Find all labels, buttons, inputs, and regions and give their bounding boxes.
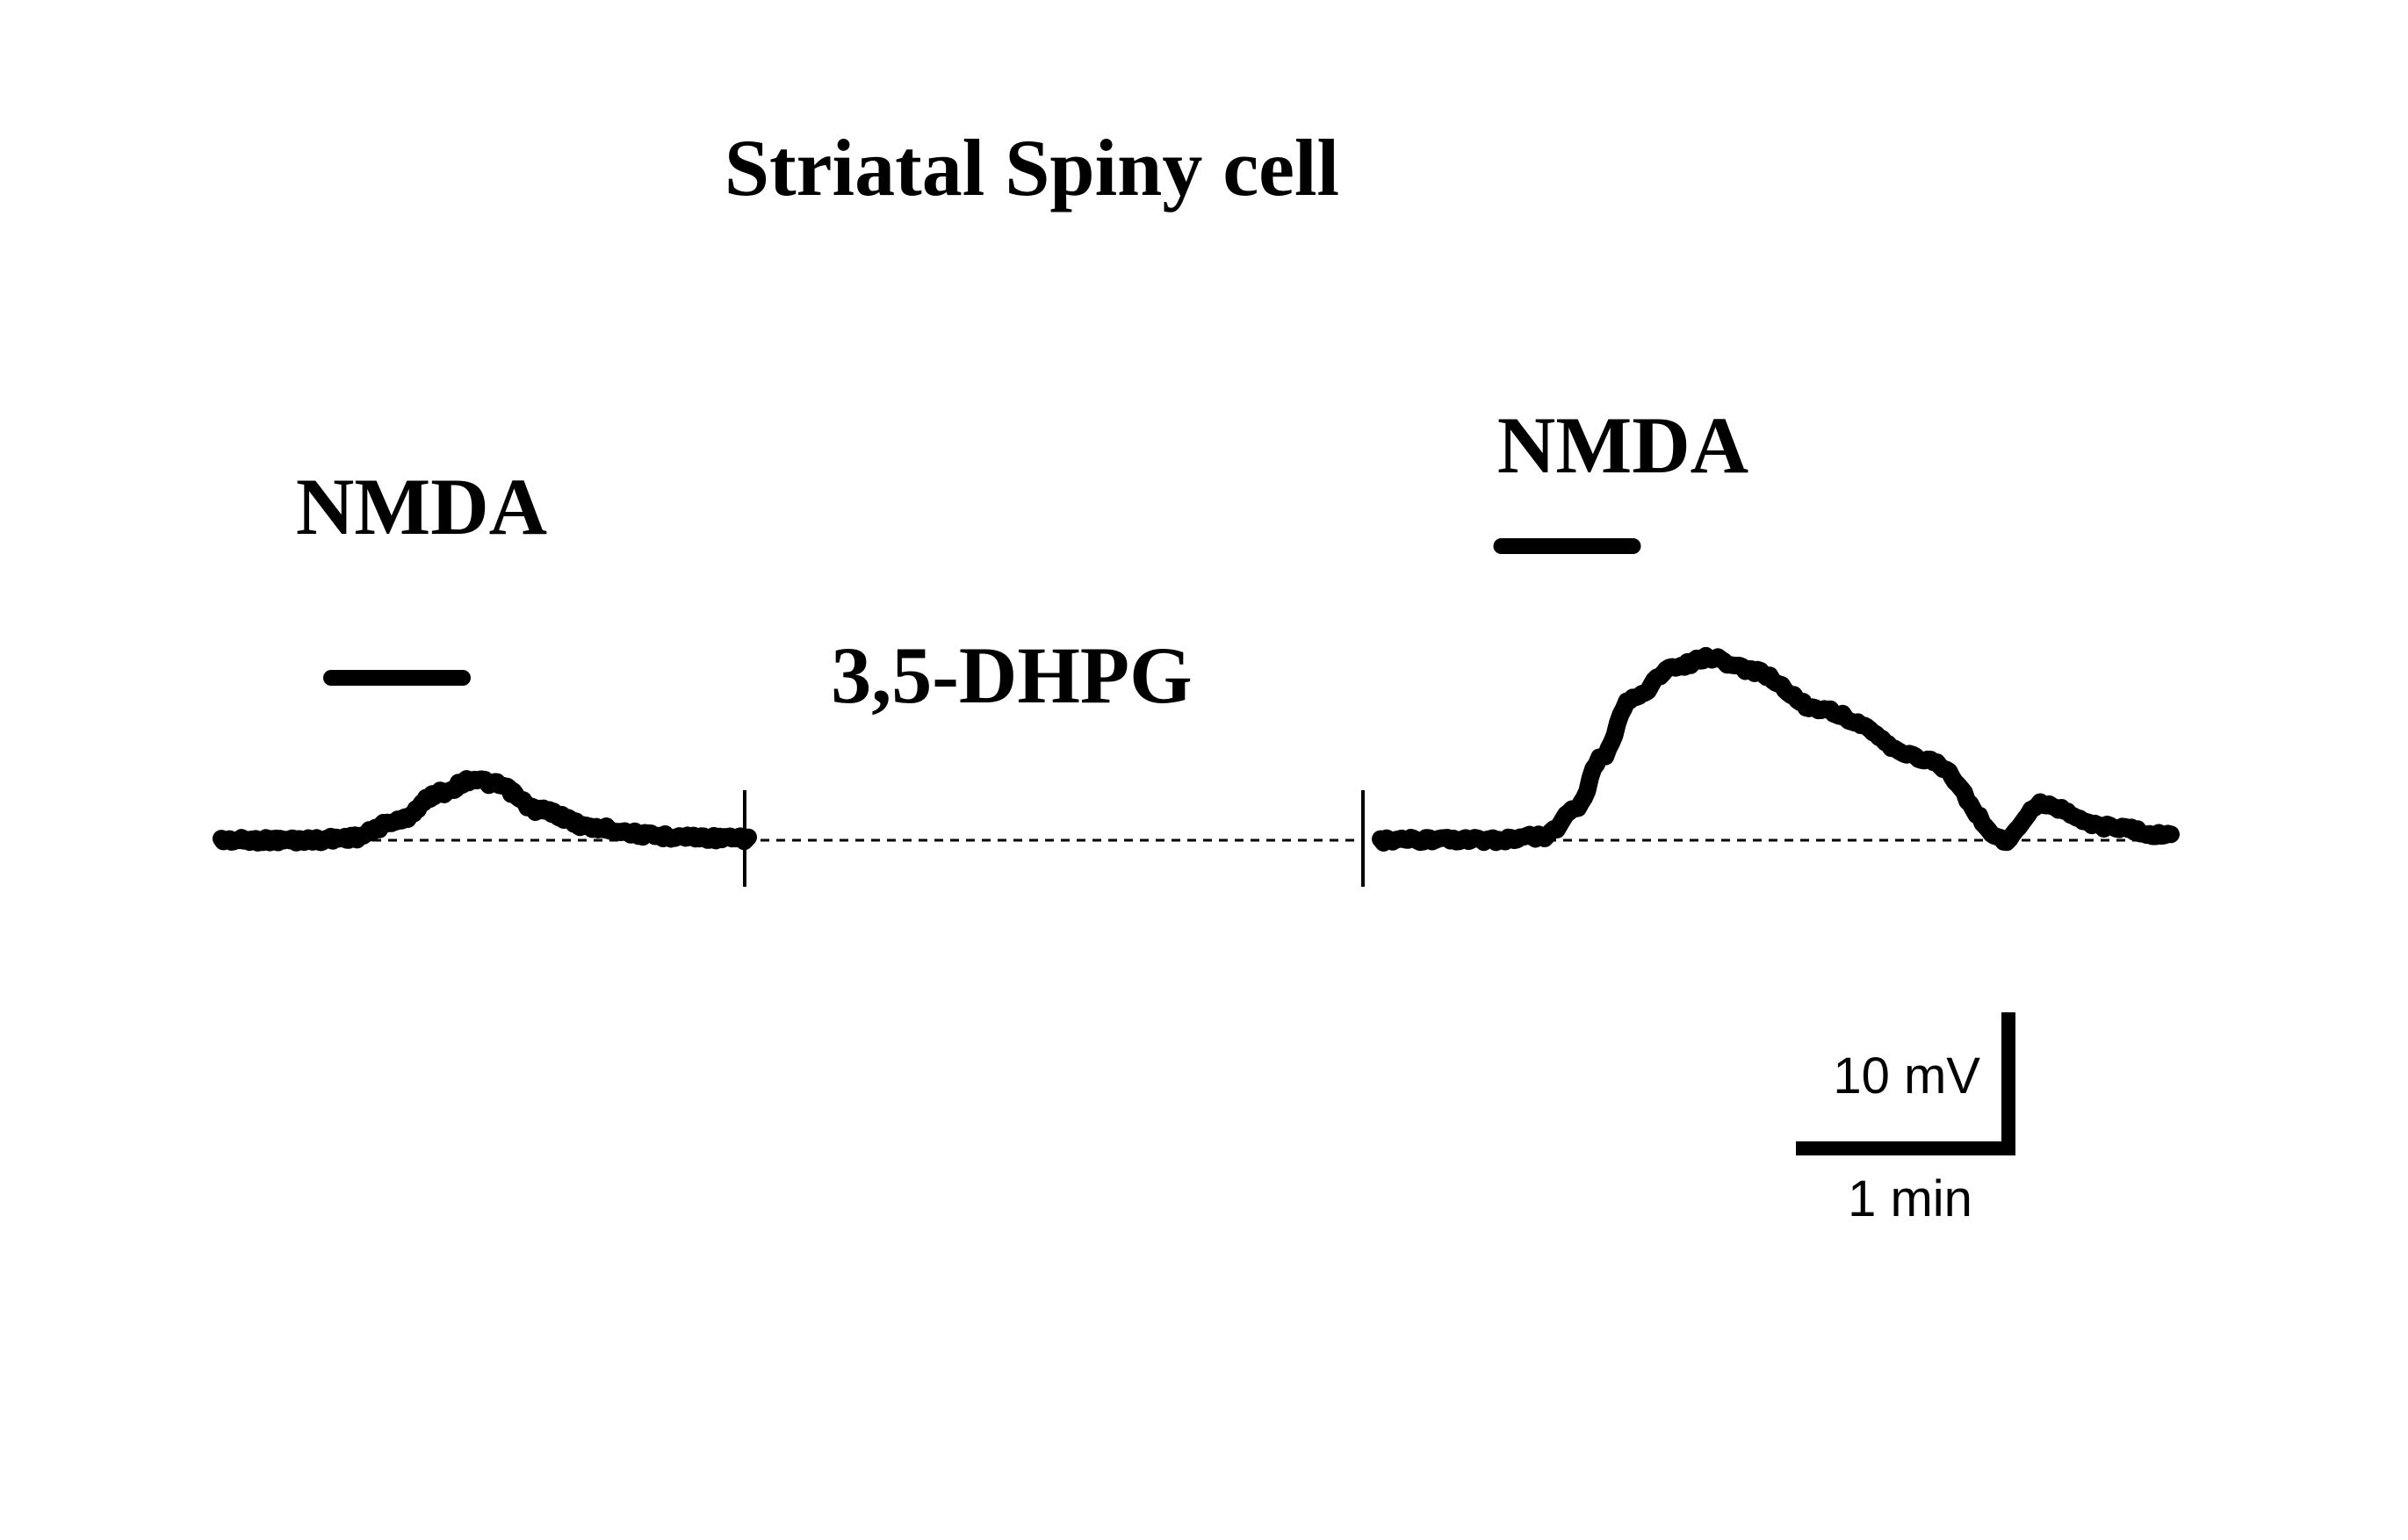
- series-label-nmda-dhpg: NMDA: [1497, 400, 1748, 490]
- condition-label-dhpg: 3,5-DHPG: [831, 630, 1192, 720]
- trace-panel-control: NMDA: [213, 462, 757, 852]
- trace-panel-dhpg: NMDA: [1372, 400, 2180, 852]
- scale-bar: 10 mV 1 min: [1796, 1012, 2015, 1227]
- trace-nmda-control: [213, 770, 757, 852]
- series-label-nmda-control: NMDA: [296, 462, 547, 551]
- scale-bar-y-label: 10 mV: [1833, 1047, 1980, 1105]
- chart-title: Striatal Spiny cell: [725, 123, 1339, 212]
- trace-nmda-dhpg: [1372, 646, 2180, 852]
- scale-bar-x-label: 1 min: [1848, 1170, 1972, 1227]
